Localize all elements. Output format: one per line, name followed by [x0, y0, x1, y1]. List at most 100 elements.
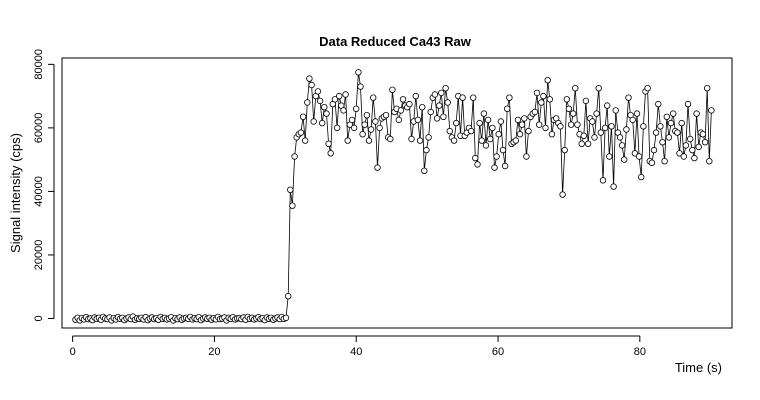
data-point [357, 83, 364, 90]
data-point [453, 119, 460, 127]
data-point [625, 94, 632, 101]
data-point [546, 96, 553, 103]
data-point [693, 110, 700, 117]
y-tick-label: 0 [33, 315, 45, 321]
data-point [525, 127, 532, 135]
data-point [708, 107, 715, 114]
data-point [512, 137, 519, 144]
y-tick-label: 80000 [33, 49, 45, 80]
data-point [408, 135, 415, 143]
data-point [655, 100, 662, 108]
data-point [606, 153, 613, 160]
data-point [414, 116, 422, 124]
data-point [484, 116, 492, 124]
data-point [631, 150, 639, 157]
data-point [621, 156, 628, 163]
data-point [601, 124, 609, 132]
data-point [629, 116, 636, 124]
data-point [701, 138, 709, 146]
data-point [523, 153, 530, 160]
data-point [389, 86, 396, 93]
data-point [504, 105, 511, 112]
data-point [282, 314, 290, 321]
data-point [661, 157, 668, 165]
data-point [591, 134, 598, 141]
data-point [425, 134, 432, 141]
data-point [436, 102, 443, 109]
data-point [595, 84, 602, 92]
data-point [518, 121, 526, 128]
y-tick-label: 20000 [33, 240, 45, 271]
data-point [644, 84, 651, 92]
data-point [446, 127, 453, 135]
data-point [323, 110, 330, 117]
data-point [310, 118, 317, 125]
data-point [419, 103, 426, 111]
data-point [578, 140, 585, 147]
data-point [482, 142, 490, 149]
data-series [72, 69, 715, 324]
data-point [476, 119, 483, 127]
data-point [319, 119, 326, 127]
data-point [438, 89, 445, 97]
x-tick-label: 20 [208, 346, 220, 358]
data-point [423, 146, 430, 154]
data-point [574, 121, 581, 128]
data-point [478, 137, 485, 144]
x-axis: 0 20 40 60 80 [70, 335, 646, 358]
data-point [608, 123, 615, 130]
data-point [285, 293, 292, 300]
data-point [670, 110, 677, 117]
data-point [399, 96, 407, 103]
data-point [687, 135, 694, 143]
data-point [674, 129, 681, 136]
x-tick-label: 0 [70, 346, 76, 358]
data-point [557, 123, 564, 130]
data-point [501, 162, 509, 170]
data-point [695, 143, 702, 151]
data-point [561, 146, 568, 154]
data-point [440, 113, 447, 120]
data-point [676, 150, 683, 157]
data-point [431, 91, 439, 98]
data-point [612, 107, 619, 114]
data-point [699, 130, 707, 138]
data-point [491, 164, 498, 171]
data-point [684, 100, 692, 108]
data-point [540, 92, 547, 100]
data-point [544, 76, 551, 84]
data-point [497, 118, 505, 125]
data-point [514, 116, 522, 124]
data-point [563, 96, 570, 103]
data-point [536, 121, 543, 128]
data-point [355, 69, 362, 76]
data-point [691, 154, 698, 162]
data-point [682, 142, 690, 149]
data-point [678, 119, 685, 127]
data-point [327, 150, 334, 157]
data-point [444, 99, 451, 106]
data-point [291, 153, 298, 160]
data-point [306, 75, 313, 82]
data-point [648, 159, 656, 166]
plot-frame [61, 57, 733, 329]
y-axis: 0 20000 40000 60000 80000 [33, 49, 55, 322]
data-point [361, 121, 368, 128]
data-point [363, 111, 371, 119]
data-point [640, 123, 647, 130]
data-point [618, 142, 626, 149]
data-point [348, 116, 356, 124]
data-point [297, 129, 305, 136]
data-point [340, 107, 347, 114]
data-point [706, 157, 713, 165]
data-point [680, 153, 687, 160]
data-point [304, 99, 311, 106]
data-point [412, 92, 419, 100]
data-point [406, 100, 413, 108]
data-point [572, 84, 579, 92]
data-point [597, 129, 604, 136]
y-tick-label: 60000 [33, 113, 45, 144]
data-point [427, 108, 434, 116]
data-point [533, 89, 541, 97]
